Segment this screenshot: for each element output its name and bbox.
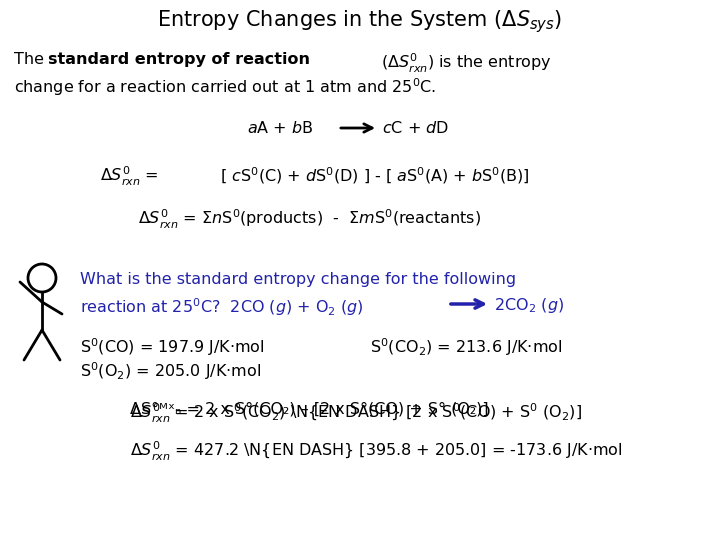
Text: standard entropy of reaction: standard entropy of reaction — [48, 52, 310, 67]
Text: $\Delta S^0_{rxn}$ =: $\Delta S^0_{rxn}$ = — [100, 165, 158, 188]
Text: $\Delta S^0_{rxn}$ = 2 x S$^0$(CO$_2$) \N{EN DASH} [2 x S$^0$(CO) + S$^0$ (O$_2$: $\Delta S^0_{rxn}$ = 2 x S$^0$(CO$_2$) \… — [130, 402, 582, 425]
Text: [ $c$S$^0$(C) + $d$S$^0$(D) ] - [ $a$S$^0$(A) + $b$S$^0$(B)]: [ $c$S$^0$(C) + $d$S$^0$(D) ] - [ $a$S$^… — [220, 165, 530, 186]
Text: S$^0$(CO) = 197.9 J/K$\cdot$mol: S$^0$(CO) = 197.9 J/K$\cdot$mol — [80, 336, 265, 357]
Text: S$^0$(CO$_2$) = 213.6 J/K$\cdot$mol: S$^0$(CO$_2$) = 213.6 J/K$\cdot$mol — [370, 336, 562, 357]
Text: The: The — [14, 52, 49, 67]
Text: S$^0$(O$_2$) = 205.0 J/K$\cdot$mol: S$^0$(O$_2$) = 205.0 J/K$\cdot$mol — [80, 360, 261, 382]
Text: ($\Delta S^0_{rxn}$) is the entropy: ($\Delta S^0_{rxn}$) is the entropy — [376, 52, 552, 75]
Text: $\Delta S^0_{rxn}$ = $\Sigma n$S$^0$(products)  -  $\Sigma m$S$^0$(reactants): $\Delta S^0_{rxn}$ = $\Sigma n$S$^0$(pro… — [138, 208, 481, 231]
Text: Entropy Changes in the System ($\Delta S_{sys}$): Entropy Changes in the System ($\Delta S… — [158, 8, 562, 35]
Text: $c$C + $d$D: $c$C + $d$D — [382, 120, 449, 136]
Text: 2CO$_2$ ($g$): 2CO$_2$ ($g$) — [494, 296, 564, 315]
Text: change for a reaction carried out at 1 atm and 25$^0$C.: change for a reaction carried out at 1 a… — [14, 76, 436, 98]
Text: $a$A + $b$B: $a$A + $b$B — [247, 120, 313, 136]
Text: reaction at 25$^0$C?  2CO ($g$) + O$_2$ ($g$): reaction at 25$^0$C? 2CO ($g$) + O$_2$ (… — [80, 296, 364, 318]
Text: ΔS°ᴹˣₙ = 2 x S°(CO₂) – [2 x S°(CO) + S° (O₂)]: ΔS°ᴹˣₙ = 2 x S°(CO₂) – [2 x S°(CO) + S° … — [130, 402, 489, 417]
Text: What is the standard entropy change for the following: What is the standard entropy change for … — [80, 272, 516, 287]
Text: $\Delta S^0_{rxn}$ = 427.2 \N{EN DASH} [395.8 + 205.0] = -173.6 J/K$\cdot$mol: $\Delta S^0_{rxn}$ = 427.2 \N{EN DASH} [… — [130, 440, 623, 463]
